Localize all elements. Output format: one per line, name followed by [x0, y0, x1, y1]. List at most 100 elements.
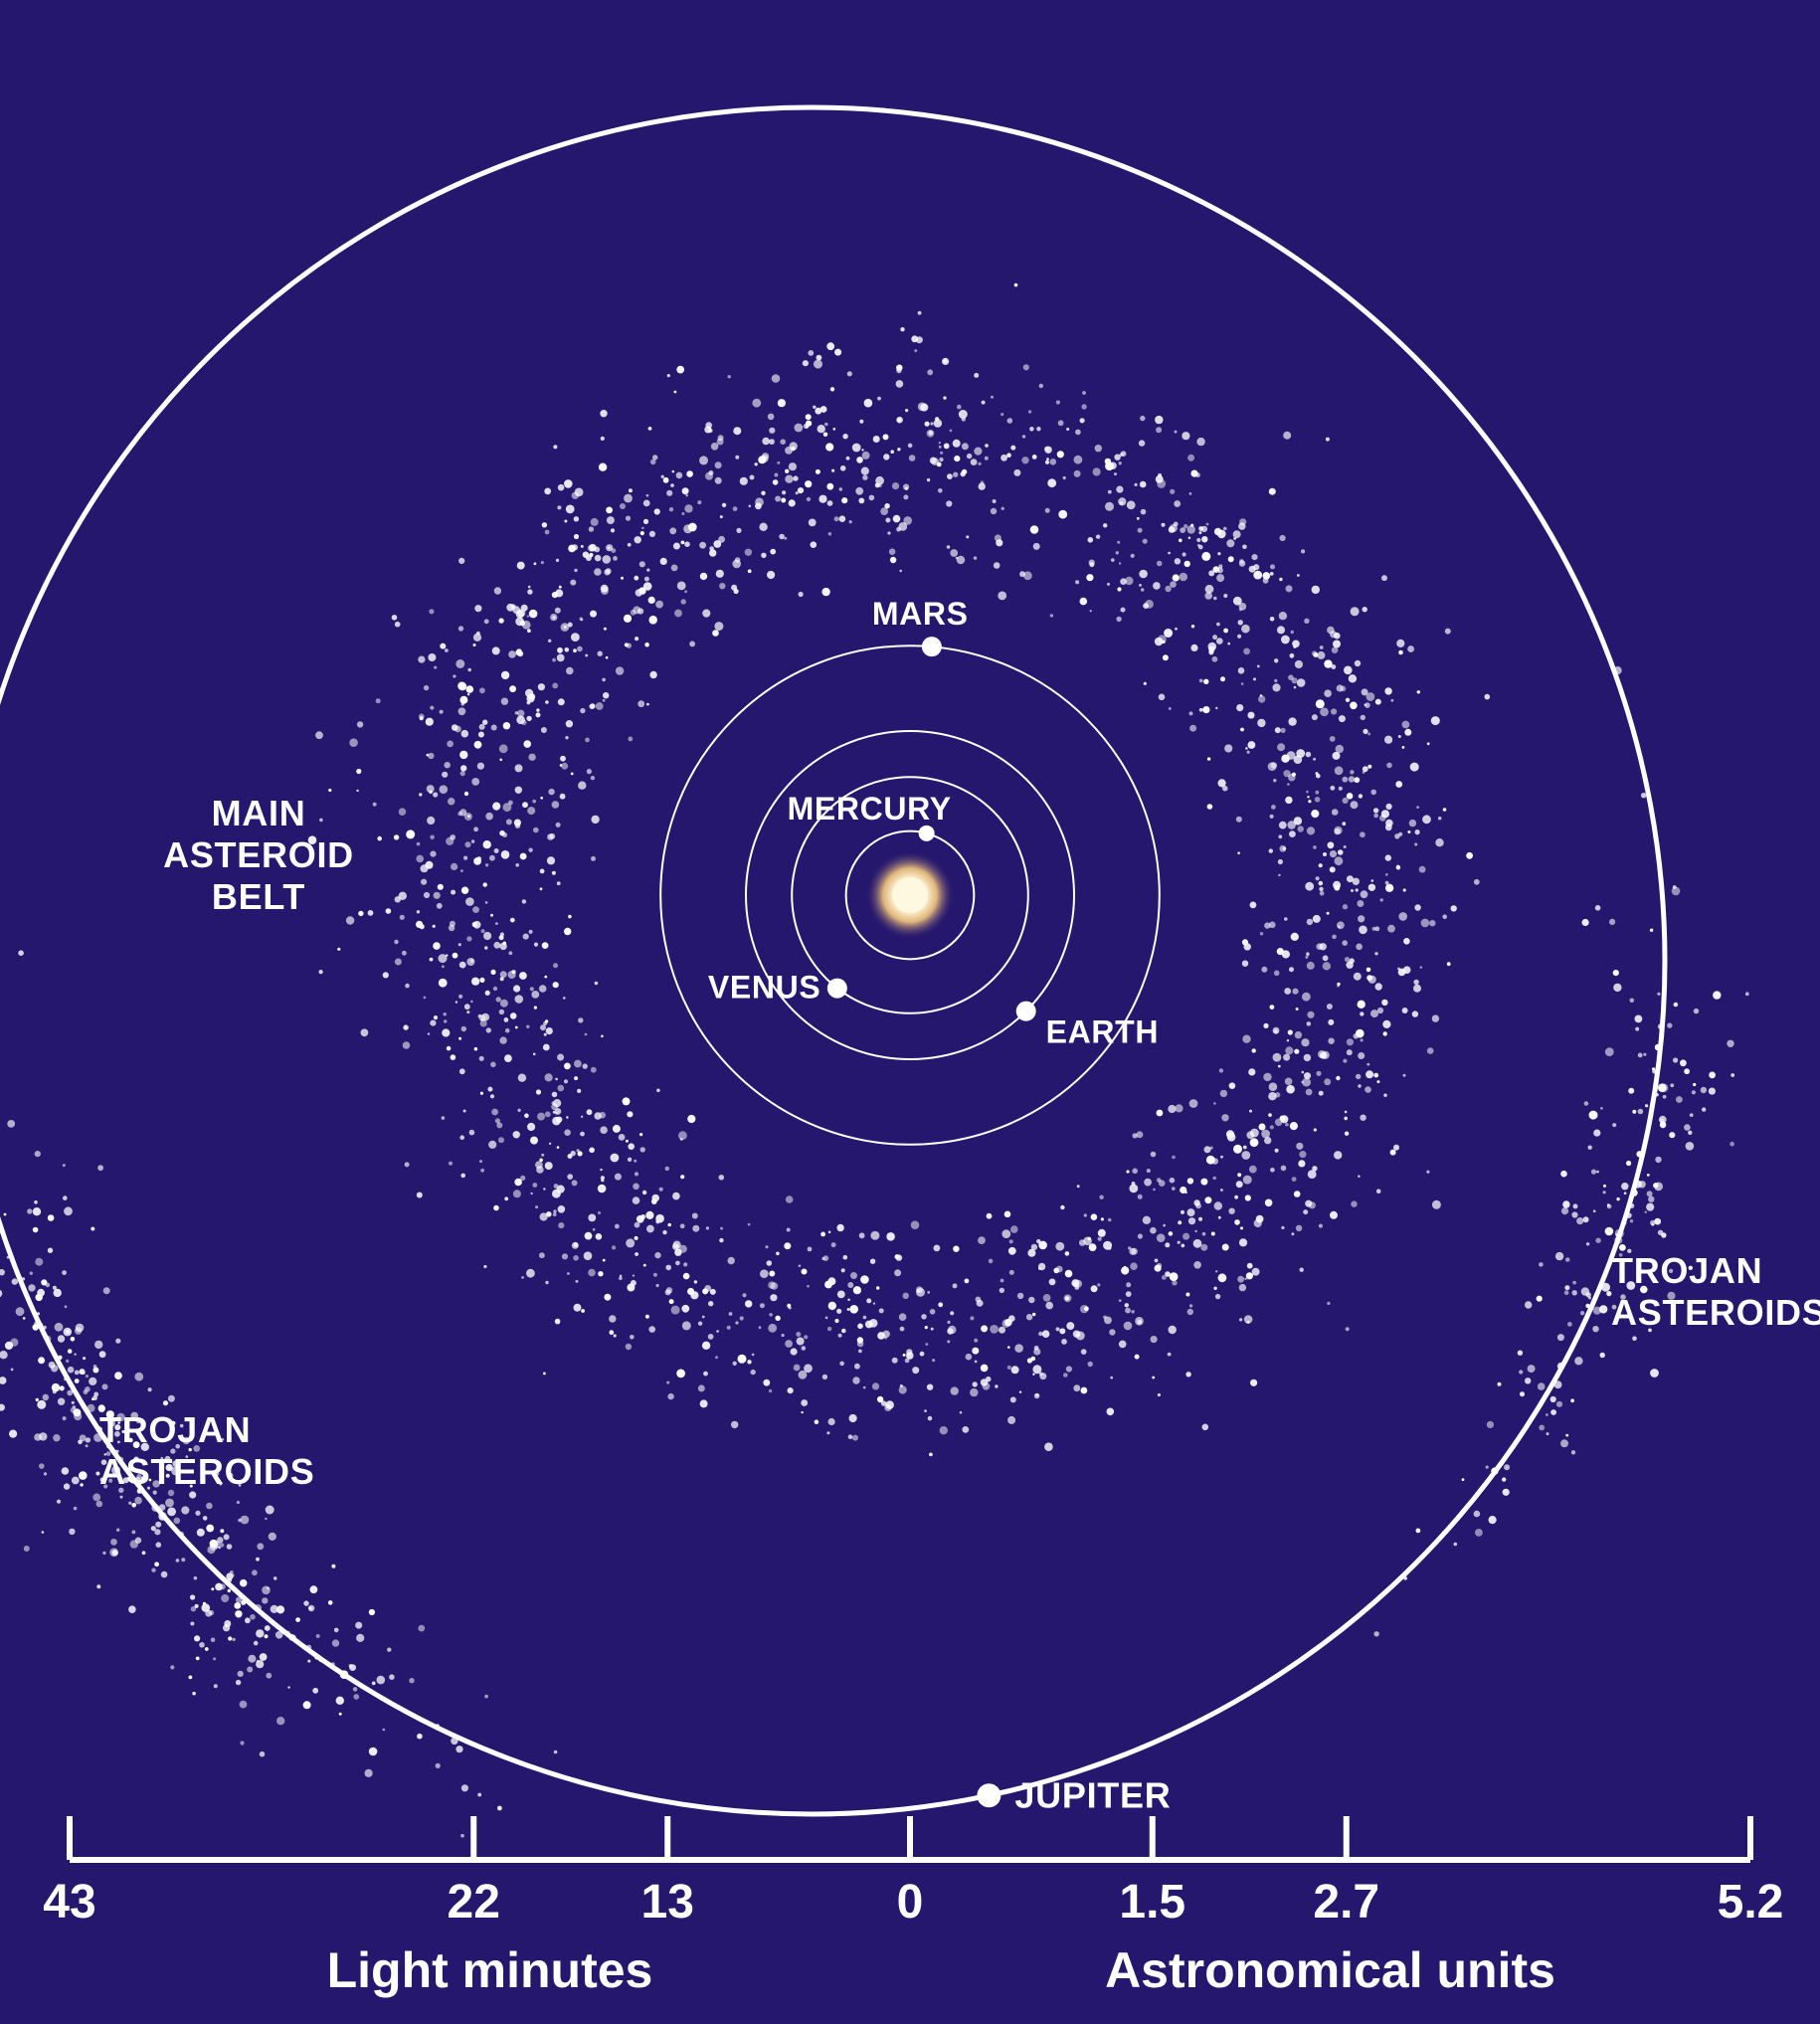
- asteroid-dot: [89, 1378, 96, 1385]
- asteroid-dot: [1607, 1203, 1610, 1206]
- asteroid-dot: [841, 497, 847, 503]
- asteroid-dot: [499, 1010, 504, 1014]
- asteroid-dot: [951, 1386, 959, 1394]
- asteroid-dot: [65, 1305, 68, 1308]
- asteroid-dot: [1175, 628, 1178, 631]
- asteroid-dot: [260, 1751, 266, 1757]
- asteroid-dot: [965, 1279, 970, 1284]
- asteroid-dot: [556, 823, 561, 828]
- asteroid-dot: [1168, 1105, 1176, 1113]
- asteroid-dot: [558, 698, 565, 705]
- asteroid-dot: [684, 590, 687, 593]
- asteroid-dot: [557, 505, 561, 509]
- asteroid-dot: [154, 1562, 159, 1566]
- asteroid-dot: [593, 1228, 596, 1231]
- asteroid-dot: [1084, 1213, 1087, 1216]
- asteroid-dot: [513, 1131, 520, 1138]
- asteroid-dot: [711, 443, 719, 451]
- asteroid-dot: [276, 1717, 284, 1725]
- asteroid-dot: [1014, 283, 1018, 287]
- asteroid-dot: [553, 963, 558, 968]
- asteroid-dot: [438, 884, 444, 890]
- asteroid-dot: [1066, 1366, 1072, 1372]
- asteroid-dot: [1126, 1282, 1131, 1287]
- asteroid-dot: [778, 399, 786, 407]
- asteroid-dot: [895, 1254, 900, 1259]
- asteroid-dot: [464, 1004, 470, 1010]
- asteroid-dot: [585, 1232, 593, 1240]
- asteroid-dot: [36, 1398, 39, 1401]
- asteroid-dot: [1316, 1071, 1321, 1076]
- asteroid-dot: [75, 1379, 80, 1383]
- asteroid-dot: [544, 1033, 547, 1036]
- asteroid-dot: [905, 1359, 910, 1364]
- asteroid-dot: [1050, 459, 1057, 465]
- asteroid-dot: [478, 732, 484, 738]
- asteroid-dot: [1240, 1226, 1243, 1229]
- asteroid-dot: [79, 1471, 88, 1480]
- asteroid-dot: [1674, 1003, 1679, 1008]
- asteroid-dot: [1081, 404, 1086, 409]
- asteroid-dot: [1114, 455, 1120, 460]
- asteroid-dot: [1143, 603, 1149, 609]
- asteroid-dot: [1555, 1252, 1563, 1260]
- asteroid-dot: [1065, 1251, 1070, 1256]
- asteroid-dot: [1339, 715, 1346, 722]
- asteroid-dot: [494, 848, 499, 853]
- asteroid-dot: [793, 475, 798, 480]
- asteroid-dot: [1056, 1266, 1063, 1273]
- asteroid-dot: [458, 995, 462, 999]
- asteroid-dot: [1244, 1315, 1253, 1324]
- asteroid-dot: [1240, 728, 1244, 732]
- asteroid-dot: [752, 1354, 755, 1357]
- asteroid-dot: [624, 494, 633, 503]
- asteroid-dot: [63, 1196, 68, 1200]
- asteroid-dot: [537, 1113, 545, 1121]
- asteroid-dot: [633, 606, 640, 614]
- asteroid-dot: [461, 1026, 466, 1031]
- asteroid-dot: [532, 1183, 537, 1188]
- asteroid-dot: [1306, 952, 1310, 956]
- asteroid-dot: [1188, 537, 1191, 540]
- asteroid-dot: [995, 1384, 998, 1387]
- asteroid-dot: [616, 666, 624, 674]
- asteroid-dot: [566, 1116, 568, 1118]
- asteroid-dot: [517, 562, 525, 570]
- asteroid-dot: [1353, 878, 1360, 885]
- asteroid-dot: [1312, 714, 1318, 720]
- asteroid-dot: [349, 1664, 353, 1668]
- asteroid-dot: [1323, 852, 1327, 856]
- asteroid-dot: [884, 1404, 891, 1411]
- asteroid-dot: [853, 1286, 861, 1294]
- asteroid-dot: [1294, 817, 1302, 825]
- asteroid-dot: [365, 1769, 373, 1777]
- scale-tick-label-6: 5.2: [1718, 1876, 1784, 1929]
- asteroid-dot: [37, 1400, 46, 1409]
- asteroid-dot: [498, 1137, 504, 1143]
- asteroid-dot: [953, 1246, 959, 1252]
- asteroid-dot: [612, 1245, 616, 1249]
- asteroid-dot: [1131, 554, 1135, 558]
- asteroid-dot: [598, 651, 603, 656]
- asteroid-dot: [1141, 509, 1147, 515]
- asteroid-dot: [1384, 687, 1391, 694]
- asteroid-dot: [601, 1035, 604, 1038]
- asteroid-dot: [1291, 933, 1299, 941]
- asteroid-dot: [978, 462, 981, 465]
- asteroid-dot: [962, 1426, 969, 1433]
- asteroid-dot: [1246, 1272, 1253, 1279]
- asteroid-dot: [1395, 781, 1402, 788]
- asteroid-dot: [914, 349, 917, 352]
- asteroid-dot: [1366, 975, 1372, 981]
- asteroid-dot: [1257, 719, 1265, 727]
- asteroid-dot: [459, 751, 467, 759]
- asteroid-dot: [1119, 461, 1122, 464]
- asteroid-dot: [1330, 866, 1336, 872]
- asteroid-dot: [1249, 1110, 1252, 1113]
- asteroid-dot: [161, 1571, 168, 1578]
- asteroid-dot: [1335, 766, 1344, 775]
- asteroid-dot: [883, 454, 889, 460]
- asteroid-dot: [1294, 686, 1297, 689]
- asteroid-dot: [1034, 1393, 1040, 1399]
- asteroid-dot: [1316, 772, 1319, 775]
